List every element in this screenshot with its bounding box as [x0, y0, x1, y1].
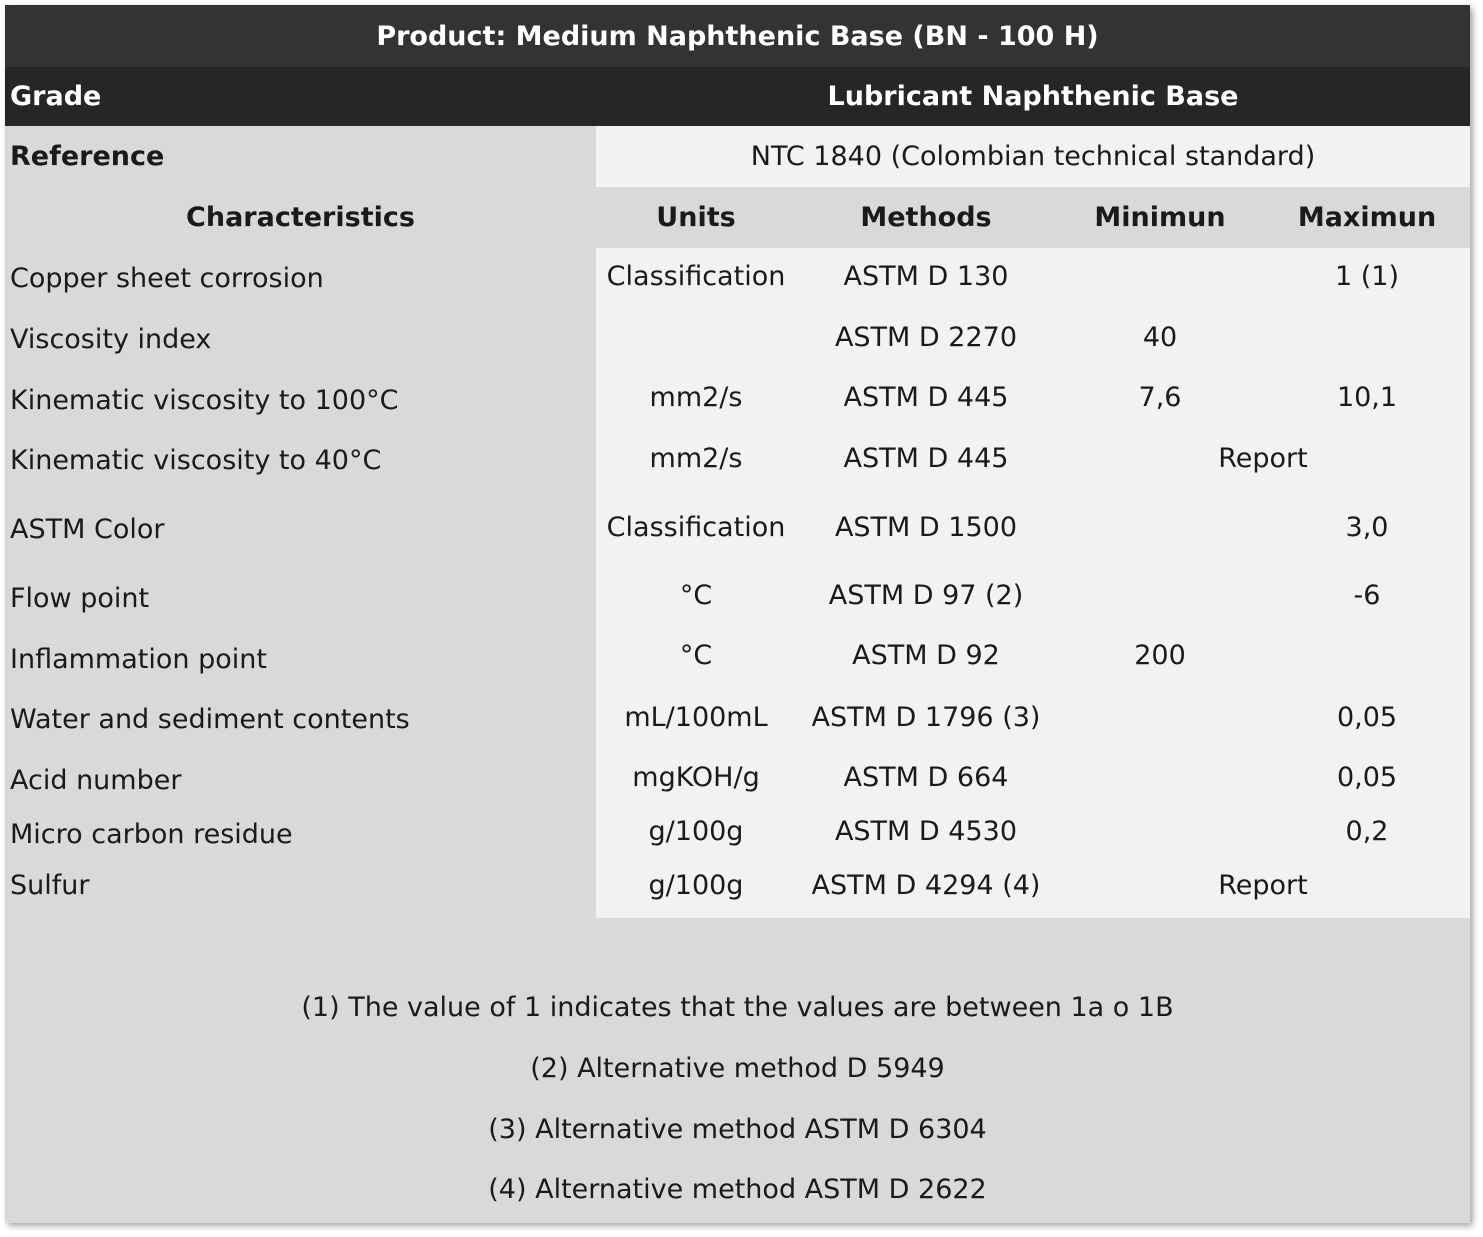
row-characteristic: Micro carbon residue — [10, 819, 293, 850]
row-characteristic: Flow point — [10, 583, 150, 614]
spec-sheet: Product: Medium Naphthenic Base (BN - 10… — [5, 5, 1470, 1223]
note-3: (3) Alternative method ASTM D 6304 — [488, 1114, 987, 1145]
row-characteristic: Acid number — [10, 765, 182, 796]
row-characteristic: Kinematic viscosity to 100°C — [10, 385, 399, 416]
grade-label: Grade — [10, 81, 102, 112]
row-method: ASTM D 664 — [843, 762, 1009, 793]
row-maximum: 0,05 — [1336, 762, 1398, 793]
row-maximum: 1 (1) — [1334, 261, 1399, 292]
note-2: (2) Alternative method D 5949 — [530, 1053, 945, 1084]
note-4: (4) Alternative method ASTM D 2622 — [488, 1174, 987, 1205]
row-units: mm2/s — [649, 382, 743, 413]
row-maximum: 0,2 — [1345, 816, 1389, 847]
row-characteristic: Water and sediment contents — [10, 704, 410, 735]
reference-label: Reference — [10, 141, 165, 172]
row-method: ASTM D 445 — [843, 382, 1009, 413]
header-methods: Methods — [860, 202, 992, 233]
row-characteristic: ASTM Color — [10, 514, 165, 545]
row-method: ASTM D 4294 (4) — [811, 870, 1041, 901]
row-minimum: 7,6 — [1138, 382, 1182, 413]
row-units: °C — [679, 580, 713, 611]
row-minimum: 40 — [1142, 322, 1178, 353]
row-span-value: Report — [1218, 443, 1308, 474]
row-method: ASTM D 2270 — [834, 322, 1018, 353]
row-maximum: 0,05 — [1336, 702, 1398, 733]
row-units: mL/100mL — [624, 702, 768, 733]
row-method: ASTM D 445 — [843, 443, 1009, 474]
row-minimum: 200 — [1134, 640, 1186, 671]
row-method: ASTM D 4530 — [834, 816, 1018, 847]
row-units: Classification — [606, 261, 786, 292]
header-characteristics: Characteristics — [186, 202, 415, 233]
row-units: mm2/s — [649, 443, 743, 474]
row-maximum: -6 — [1353, 580, 1381, 611]
header-units: Units — [656, 202, 736, 233]
row-span-value: Report — [1218, 870, 1308, 901]
row-method: ASTM D 92 — [852, 640, 1000, 671]
row-characteristic: Copper sheet corrosion — [10, 263, 324, 294]
grade-value: Lubricant Naphthenic Base — [827, 81, 1239, 112]
row-characteristic: Viscosity index — [10, 324, 212, 355]
header-minimum: Minimun — [1094, 202, 1226, 233]
row-method: ASTM D 1796 (3) — [811, 702, 1041, 733]
row-units: Classification — [606, 512, 786, 543]
product-title: Product: Medium Naphthenic Base (BN - 10… — [5, 5, 1470, 67]
row-characteristic: Kinematic viscosity to 40°C — [10, 445, 382, 476]
row-maximum: 10,1 — [1336, 382, 1398, 413]
row-units: mgKOH/g — [632, 762, 760, 793]
row-units: g/100g — [648, 816, 744, 847]
reference-value: NTC 1840 (Colombian technical standard) — [596, 126, 1470, 187]
row-units: °C — [679, 640, 713, 671]
data-panel — [596, 248, 1470, 918]
row-characteristic: Inflammation point — [10, 644, 267, 675]
note-1: (1) The value of 1 indicates that the va… — [301, 992, 1174, 1023]
row-method: ASTM D 130 — [843, 261, 1009, 292]
row-method: ASTM D 97 (2) — [828, 580, 1024, 611]
header-maximum: Maximun — [1297, 202, 1437, 233]
row-characteristic: Sulfur — [10, 870, 90, 901]
row-maximum: 3,0 — [1345, 512, 1389, 543]
row-units: g/100g — [648, 870, 744, 901]
grade-row: Grade Lubricant Naphthenic Base — [5, 67, 1470, 126]
row-method: ASTM D 1500 — [834, 512, 1018, 543]
